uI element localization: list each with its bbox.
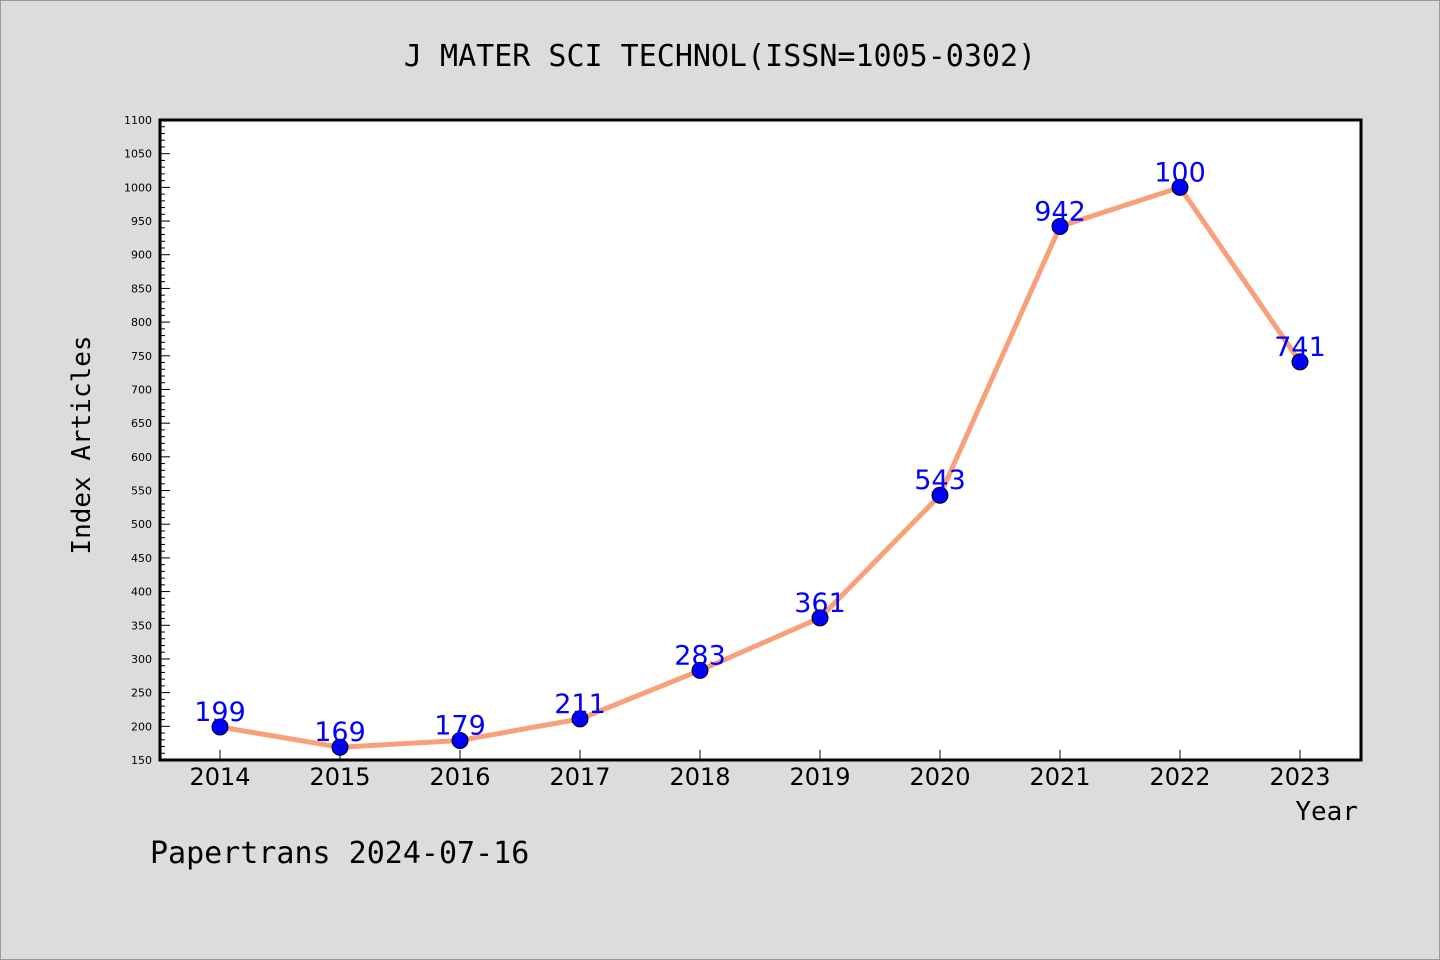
data-label: 179: [434, 710, 486, 741]
series-line: [217, 184, 1303, 750]
x-tick-label: 2019: [789, 763, 850, 791]
data-label: 543: [914, 465, 966, 496]
data-label: 199: [194, 697, 246, 728]
series: 199 169 179 211 283 361 543 942 100 741: [194, 157, 1326, 756]
y-tick-label: 850: [131, 282, 152, 295]
data-point: [1291, 353, 1309, 371]
data-label: 211: [554, 689, 606, 720]
x-axis-title: Year: [1295, 797, 1358, 827]
y-tick-label: 650: [131, 417, 152, 430]
y-tick-label: 150: [131, 754, 152, 767]
x-tick-label: 2017: [549, 763, 610, 791]
y-axis-title: Index Articles: [67, 335, 97, 554]
y-tick-label: 950: [131, 215, 152, 228]
chart-title: J MATER SCI TECHNOL(ISSN=1005-0302): [404, 39, 1036, 74]
y-tick-label: 900: [131, 249, 152, 262]
y-tick-label: 1000: [124, 181, 152, 194]
x-tick-label: 2020: [909, 763, 970, 791]
x-tick-label: 2018: [669, 763, 730, 791]
plot-area: [158, 118, 1363, 762]
y-tick-label: 700: [131, 383, 152, 396]
data-label: 942: [1034, 196, 1086, 227]
y-tick-label: 350: [131, 619, 152, 632]
footer-text: Papertrans 2024-07-16: [150, 836, 529, 871]
y-tick-label: 400: [131, 586, 152, 599]
y-tick-label: 250: [131, 687, 152, 700]
data-point: [1051, 217, 1069, 235]
x-tick-label: 2021: [1029, 763, 1090, 791]
data-label: 361: [794, 588, 846, 619]
data-point: [691, 661, 709, 679]
y-tick-label: 450: [131, 552, 152, 565]
y-tick-label: 300: [131, 653, 152, 666]
x-tick-label: 2015: [309, 763, 370, 791]
data-point: [1171, 178, 1189, 196]
y-tick-label: 750: [131, 350, 152, 363]
data-label: 283: [674, 640, 726, 671]
y-tick-label: 1100: [124, 114, 152, 127]
y-tick-label: 600: [131, 451, 152, 464]
data-label: 741: [1274, 332, 1326, 363]
data-label: 100: [1154, 157, 1206, 188]
data-point: [931, 486, 949, 504]
data-point: [451, 731, 469, 749]
y-tick-label: 500: [131, 518, 152, 531]
x-tick-label: 2022: [1149, 763, 1210, 791]
data-point: [331, 738, 349, 756]
x-tick-label: 2014: [189, 763, 250, 791]
data-label: 169: [314, 717, 366, 748]
x-axis: 2014 2015 2016 2017 2018 2019 2020 2021 2022 2023: [189, 750, 1331, 791]
x-tick-label: 2016: [429, 763, 490, 791]
y-tick-label: 800: [131, 316, 152, 329]
data-point: [211, 718, 229, 736]
y-axis: 150 200 250 300 350 400 450 500 550 600 650 700 750 8…: [124, 114, 170, 767]
y-tick-label: 200: [131, 720, 152, 733]
data-point: [571, 710, 589, 728]
y-tick-label: 1050: [124, 148, 152, 161]
data-point: [811, 609, 829, 627]
x-tick-label: 2023: [1269, 763, 1330, 791]
y-tick-label: 550: [131, 485, 152, 498]
